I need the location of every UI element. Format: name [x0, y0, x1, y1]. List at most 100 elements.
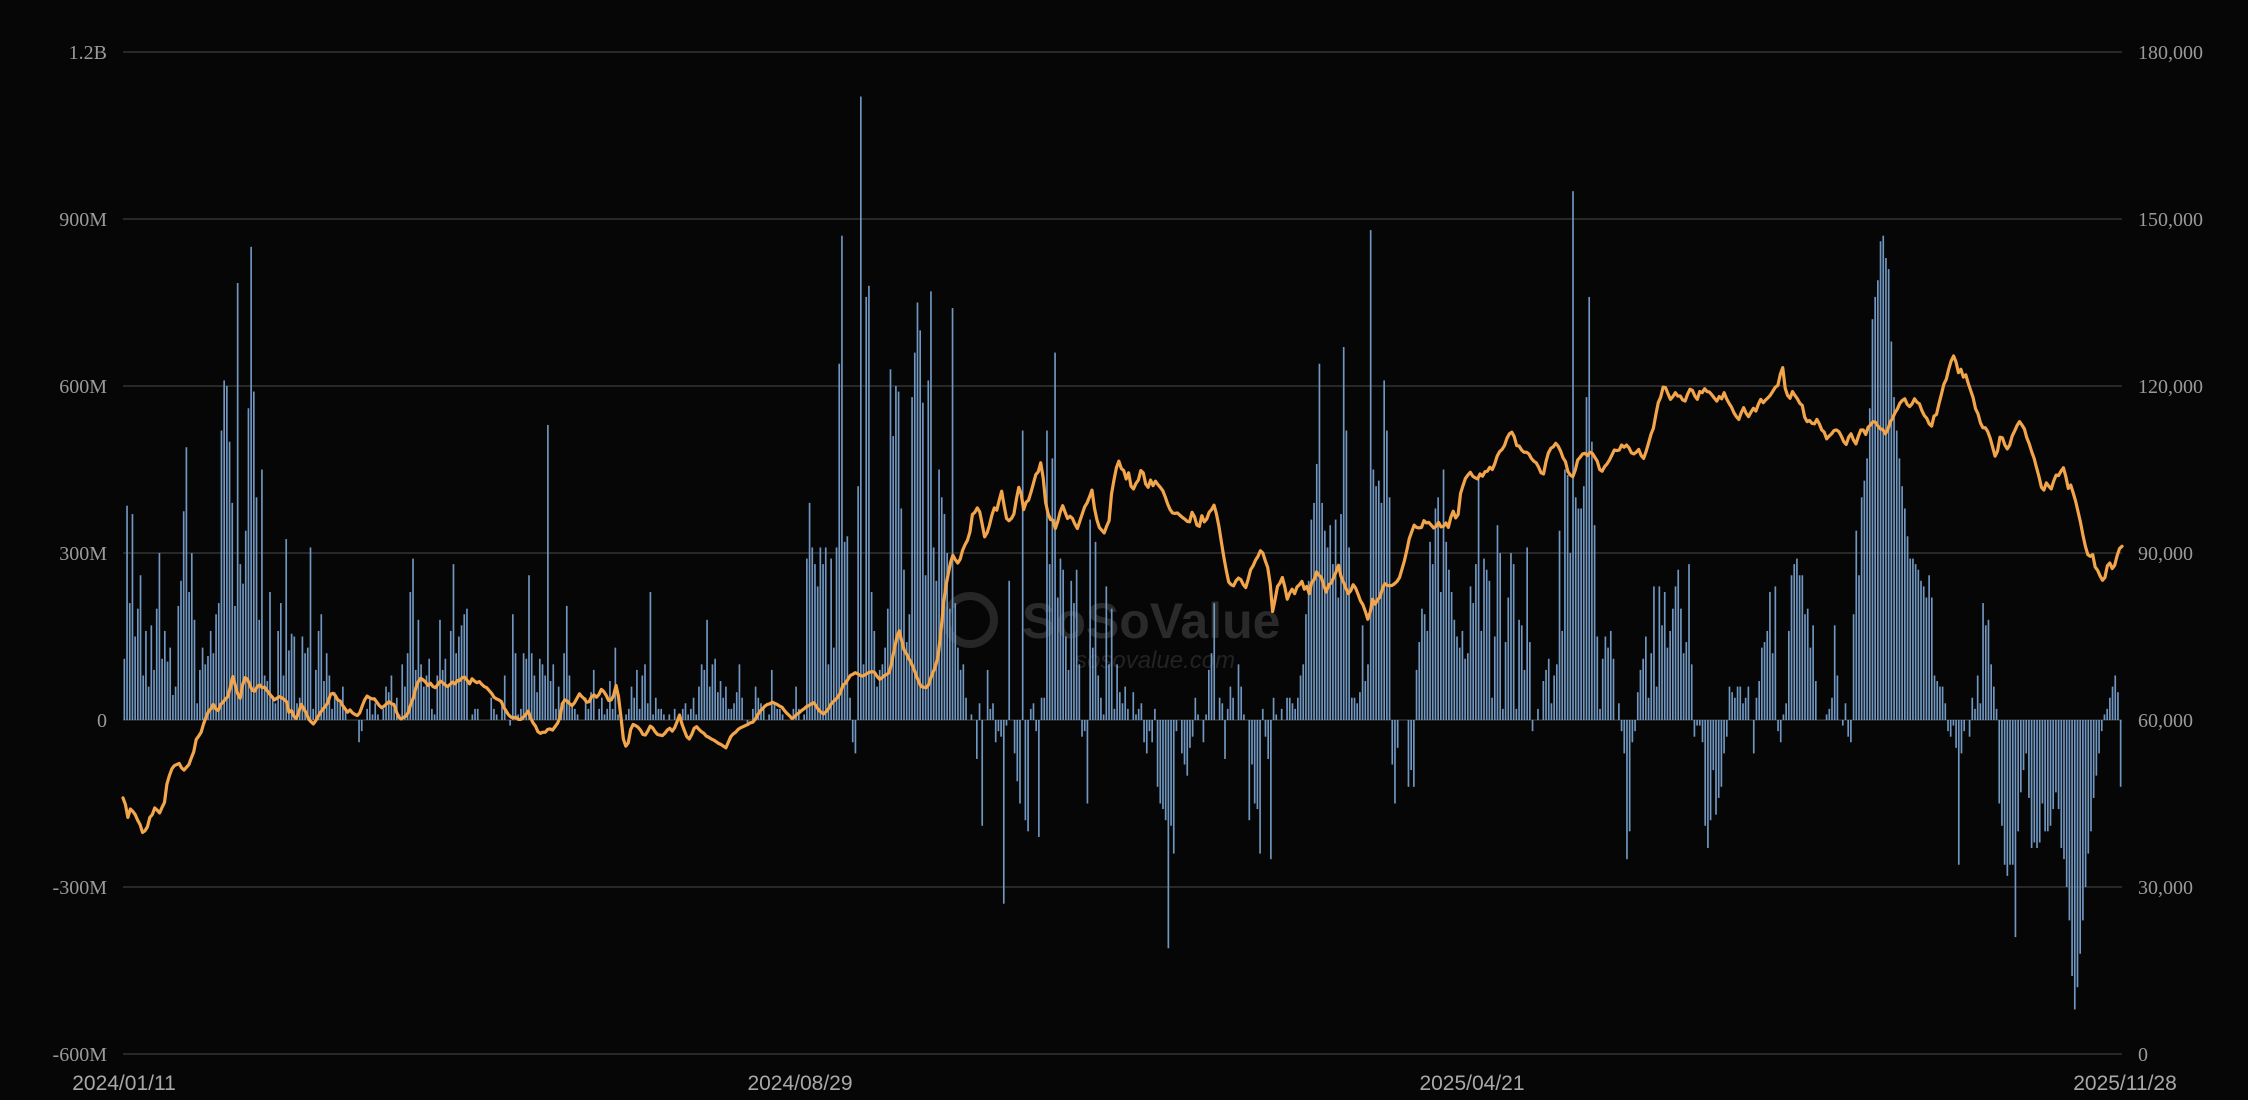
flow-bar [1048, 564, 1051, 720]
flow-bar [339, 703, 341, 720]
flow-bar [822, 564, 824, 720]
flow-bar [1221, 703, 1224, 720]
flow-bar [1383, 380, 1386, 720]
watermark-logo-icon [942, 592, 998, 648]
flow-bar [1493, 636, 1496, 720]
flow-bar [935, 580, 938, 720]
flow-bar [646, 703, 649, 720]
flow-bar [503, 675, 506, 720]
flow-bar [1361, 625, 1364, 720]
flow-bar [520, 708, 522, 720]
flow-bar [673, 708, 676, 720]
flow-bar [1059, 558, 1062, 720]
flow-bar [1728, 686, 1731, 720]
flow-bar [2071, 720, 2073, 977]
flow-bar [1547, 658, 1550, 720]
flow-bar [717, 692, 719, 720]
flow-bar [1164, 720, 1167, 821]
flow-bar [1073, 603, 1075, 720]
x-axis-ticks: 2024/01/11 2024/08/29 2025/04/21 2025/11/28 [72, 1072, 2177, 1095]
flow-bar [1526, 547, 1528, 720]
flow-bar [1809, 647, 1812, 720]
flow-bar [1261, 708, 1264, 720]
flow-bar [1639, 669, 1642, 720]
flow-bar [997, 720, 1000, 732]
flow-bar [1439, 591, 1442, 720]
flow-bar [2114, 675, 2117, 720]
flow-bar [1788, 630, 1790, 720]
flow-bar [1337, 597, 1340, 720]
flow-bar [1885, 257, 1887, 720]
flow-bar [1291, 703, 1294, 720]
flow-bar [954, 603, 957, 720]
flow-bar [1240, 686, 1243, 720]
flow-bar [271, 697, 274, 720]
flow-bar [263, 675, 266, 720]
flow-bar [1340, 514, 1342, 720]
flow-bar [905, 642, 908, 720]
flow-bar [975, 720, 978, 759]
flow-bar [838, 363, 841, 720]
flow-bar [1734, 697, 1736, 720]
flow-bar [1388, 497, 1391, 720]
flow-bar [2030, 720, 2033, 849]
flow-bar [1461, 630, 1464, 720]
flow-bar [1483, 558, 1485, 720]
flow-bar [1132, 692, 1135, 720]
flow-bar [1634, 720, 1636, 732]
flow-bar [1181, 720, 1183, 754]
flow-bar [1591, 441, 1593, 720]
flow-bar [2011, 720, 2014, 865]
flow-bar [547, 424, 549, 720]
flow-bar [169, 647, 172, 720]
flow-bar [1256, 720, 1259, 810]
flow-bar [412, 558, 414, 720]
flow-bar [1531, 720, 1534, 732]
flow-bar [253, 391, 255, 720]
flow-bar [288, 650, 290, 720]
flow-bar [1488, 580, 1491, 720]
flow-bar [1898, 458, 1901, 720]
flow-bar [1210, 653, 1213, 720]
flow-bar [1763, 642, 1766, 720]
flow-bar [1202, 720, 1205, 743]
flow-bar [153, 669, 155, 720]
flow-bar [1555, 664, 1558, 720]
flow-bar [1601, 658, 1604, 720]
flow-bar [1707, 720, 1709, 849]
flow-bar [962, 664, 965, 720]
flow-bar [1313, 502, 1315, 720]
flow-bar [1507, 597, 1510, 720]
flow-bar [247, 408, 250, 720]
left-tick-label: 600M [59, 376, 107, 398]
flow-bar [1747, 686, 1750, 720]
flow-bar [1661, 625, 1663, 720]
flow-bar [584, 697, 587, 720]
flow-bar [1270, 720, 1272, 860]
flow-bar [1410, 720, 1412, 771]
flow-bar [274, 703, 277, 720]
flow-bar [1725, 720, 1728, 737]
flow-bar [1693, 720, 1696, 737]
flow-bar [366, 708, 368, 720]
flow-bar [1154, 708, 1156, 720]
flow-bar [1542, 681, 1545, 720]
flow-bar [463, 614, 466, 720]
flow-bar [703, 669, 706, 720]
flow-bar [1672, 608, 1674, 720]
flow-bar [1774, 586, 1777, 720]
flow-bar [1434, 508, 1437, 720]
flow-bar [1928, 575, 1930, 720]
flow-bar [1653, 586, 1655, 720]
flow-bar [509, 720, 511, 726]
flow-bar [1944, 703, 1947, 720]
flow-bar [161, 658, 163, 720]
flow-bar [549, 681, 552, 720]
flow-bar [981, 720, 984, 826]
flow-bar [285, 539, 288, 720]
flow-bar [1537, 708, 1539, 720]
flow-bar [862, 664, 865, 720]
flow-bar [1520, 625, 1523, 720]
flow-bar [1879, 241, 1882, 720]
